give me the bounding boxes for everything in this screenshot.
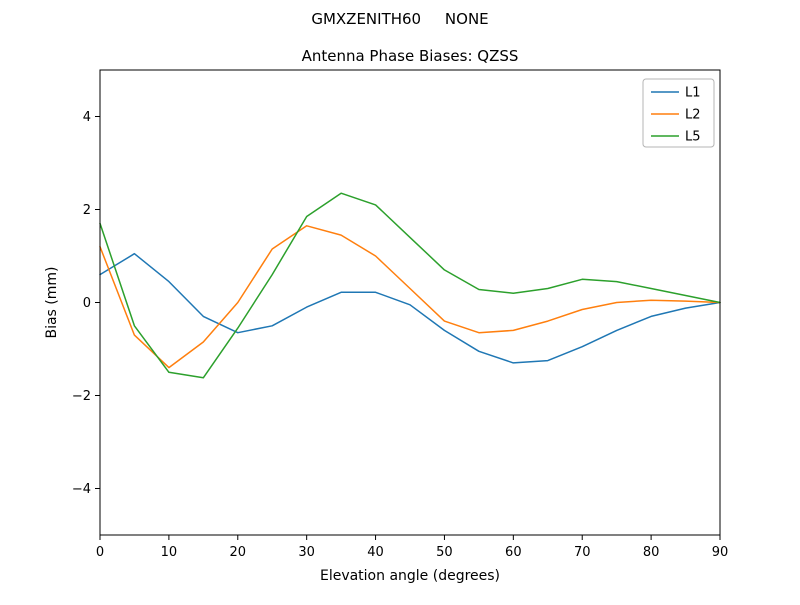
chart-line-L2 — [99, 225, 721, 369]
y-tick-label: 2 — [83, 203, 91, 218]
x-tick-label: 30 — [298, 545, 315, 560]
x-tick-label: 80 — [643, 545, 660, 560]
chart-line-L5 — [99, 192, 721, 379]
x-tick-label: 40 — [367, 545, 384, 560]
y-tick-label: −4 — [72, 482, 91, 497]
x-tick-label: 90 — [712, 545, 729, 560]
x-tick-label: 10 — [161, 545, 178, 560]
legend-label-L2: L2 — [685, 108, 701, 123]
y-tick-label: 4 — [83, 110, 91, 125]
chart-line-L1 — [99, 252, 721, 364]
y-tick-label: 0 — [83, 296, 91, 311]
x-tick-label: 0 — [96, 545, 104, 560]
axes-title: Antenna Phase Biases: QZSS — [302, 47, 519, 65]
figure-suptitle: GMXZENITH60 NONE — [311, 10, 488, 28]
y-tick-label: −2 — [72, 389, 91, 404]
y-axis-label: Bias (mm) — [44, 266, 60, 338]
x-tick-label: 60 — [505, 545, 522, 560]
x-tick-label: 70 — [574, 545, 591, 560]
legend-label-L5: L5 — [685, 130, 701, 145]
legend-label-L1: L1 — [685, 86, 701, 101]
legend-box — [642, 78, 715, 148]
x-axis-label: Elevation angle (degrees) — [320, 568, 500, 584]
x-tick-label: 20 — [230, 545, 247, 560]
x-tick-label: 50 — [436, 545, 453, 560]
